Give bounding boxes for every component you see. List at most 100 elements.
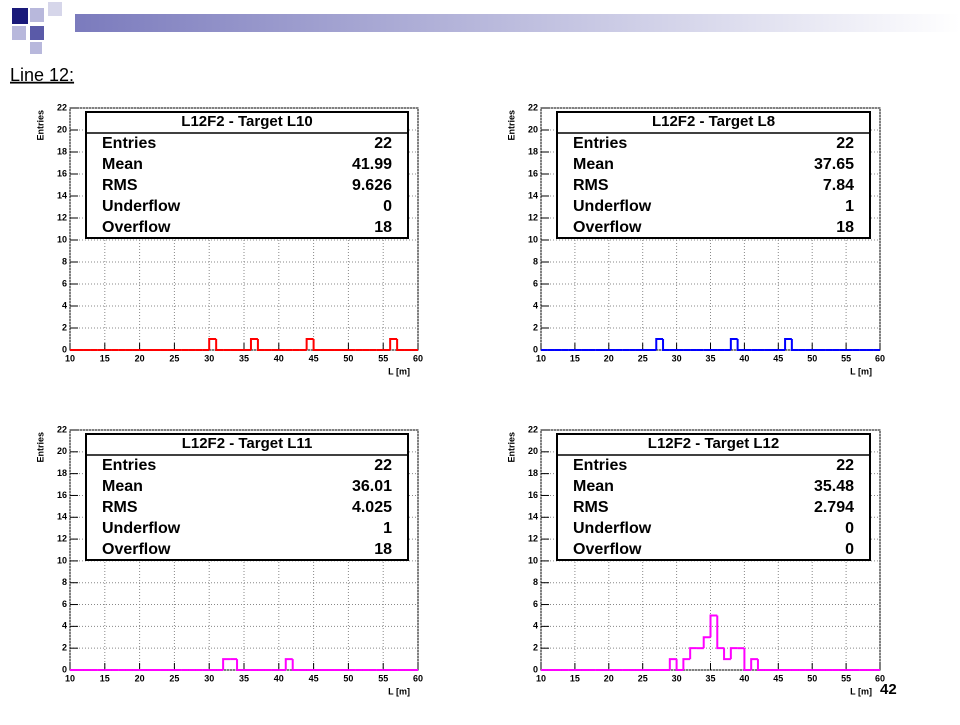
stats-label: Mean <box>102 156 143 173</box>
deco-square <box>48 2 62 16</box>
stats-value: 22 <box>374 457 392 474</box>
histogram-bin <box>689 647 697 660</box>
histogram-bin <box>743 648 752 671</box>
y-tick-label: 0 <box>62 344 67 354</box>
stats-value: 22 <box>836 135 854 152</box>
histogram-bin <box>756 659 765 671</box>
y-tick-label: 18 <box>57 146 67 156</box>
y-tick-label: 2 <box>533 643 538 653</box>
y-tick-label: 14 <box>57 190 67 200</box>
stats-label: Mean <box>573 156 614 173</box>
histogram-bin <box>236 659 244 671</box>
histogram-bin <box>655 338 664 350</box>
deco-square <box>30 42 42 54</box>
stats-title: L12F2 - Target L12 <box>648 435 779 452</box>
stats-label: Entries <box>573 457 627 474</box>
y-tick-label: 6 <box>62 599 67 609</box>
y-tick-label: 22 <box>528 424 538 434</box>
stats-value: 2.794 <box>814 499 854 516</box>
stats-value: 1 <box>845 198 854 215</box>
stats-label: Overflow <box>573 219 642 236</box>
x-tick-label: 60 <box>413 353 423 363</box>
x-tick-label: 35 <box>239 353 249 363</box>
stats-label: Overflow <box>573 541 642 558</box>
stats-value: 41.99 <box>352 156 392 173</box>
heading: Line 12: <box>10 65 74 85</box>
y-tick-label: 16 <box>57 490 67 500</box>
x-tick-label: 50 <box>807 353 817 363</box>
stats-value: 18 <box>374 219 392 236</box>
y-tick-label: 18 <box>528 468 538 478</box>
y-tick-label: 0 <box>62 664 67 674</box>
stats-label: RMS <box>573 499 609 516</box>
y-axis-label: Entries <box>35 432 45 463</box>
histogram-bin <box>662 339 670 351</box>
stats-value: 22 <box>374 135 392 152</box>
x-axis-label: L [m] <box>850 686 872 696</box>
y-tick-label: 22 <box>57 102 67 112</box>
histogram-bin <box>215 339 224 351</box>
x-tick-label: 25 <box>169 673 179 683</box>
charts: 10 15 20 25 30 35 40 45 50 55 60024681012141618202… <box>35 102 885 696</box>
y-tick-label: 12 <box>528 533 538 543</box>
y-axis-label: Entries <box>35 110 45 141</box>
x-tick-label: 30 <box>204 673 214 683</box>
stats-value: 1 <box>383 520 392 537</box>
x-tick-label: 20 <box>604 673 614 683</box>
y-tick-label: 4 <box>62 300 67 310</box>
stats-label: Underflow <box>573 198 652 215</box>
histogram-bin <box>784 338 792 350</box>
x-tick-label: 35 <box>705 673 715 683</box>
histogram-bin <box>305 338 314 350</box>
stats-value: 0 <box>383 198 392 215</box>
deco-square <box>30 26 44 40</box>
stats-value: 18 <box>836 219 854 236</box>
x-tick-label: 45 <box>309 353 319 363</box>
stats-label: Overflow <box>102 219 171 236</box>
y-tick-label: 14 <box>528 512 538 522</box>
x-tick-label: 30 <box>204 353 214 363</box>
stats-label: Entries <box>573 135 627 152</box>
y-tick-label: 4 <box>62 621 67 631</box>
y-tick-label: 2 <box>533 322 538 332</box>
y-tick-label: 8 <box>62 577 67 587</box>
y-tick-label: 12 <box>57 212 67 222</box>
histogram-bin <box>249 338 258 350</box>
y-tick-label: 20 <box>57 446 67 456</box>
x-tick-label: 10 <box>65 673 75 683</box>
stats-label: Underflow <box>573 520 652 537</box>
y-tick-label: 0 <box>533 344 538 354</box>
y-tick-label: 8 <box>533 256 538 266</box>
x-tick-label: 55 <box>841 353 851 363</box>
x-tick-label: 60 <box>875 353 885 363</box>
histogram-bin <box>682 658 691 670</box>
stats-title: L12F2 - Target L11 <box>182 435 313 452</box>
x-tick-label: 25 <box>638 353 648 363</box>
x-tick-label: 50 <box>807 673 817 683</box>
histogram-bin <box>222 658 231 670</box>
y-tick-label: 16 <box>57 168 67 178</box>
deco-square <box>12 26 26 40</box>
stats-value: 0 <box>845 520 854 537</box>
x-tick-label: 40 <box>274 673 284 683</box>
x-tick-label: 25 <box>169 353 179 363</box>
stats-value: 22 <box>836 457 854 474</box>
histogram-bin <box>790 339 799 351</box>
stats-value: 0 <box>845 541 854 558</box>
stats-value: 18 <box>374 541 392 558</box>
x-tick-label: 55 <box>378 673 388 683</box>
y-axis-label: Entries <box>506 432 516 463</box>
stats-value: 35.48 <box>814 478 854 495</box>
y-tick-label: 18 <box>528 146 538 156</box>
y-tick-label: 14 <box>528 190 538 200</box>
y-tick-label: 22 <box>57 424 67 434</box>
x-tick-label: 25 <box>638 673 648 683</box>
histogram-bin <box>750 658 758 670</box>
stats-label: Entries <box>102 135 156 152</box>
stats-label: Mean <box>102 478 143 495</box>
histogram-bin <box>256 339 265 351</box>
y-tick-label: 6 <box>533 599 538 609</box>
histogram-bin <box>668 658 677 670</box>
stats-value: 36.01 <box>352 478 392 495</box>
